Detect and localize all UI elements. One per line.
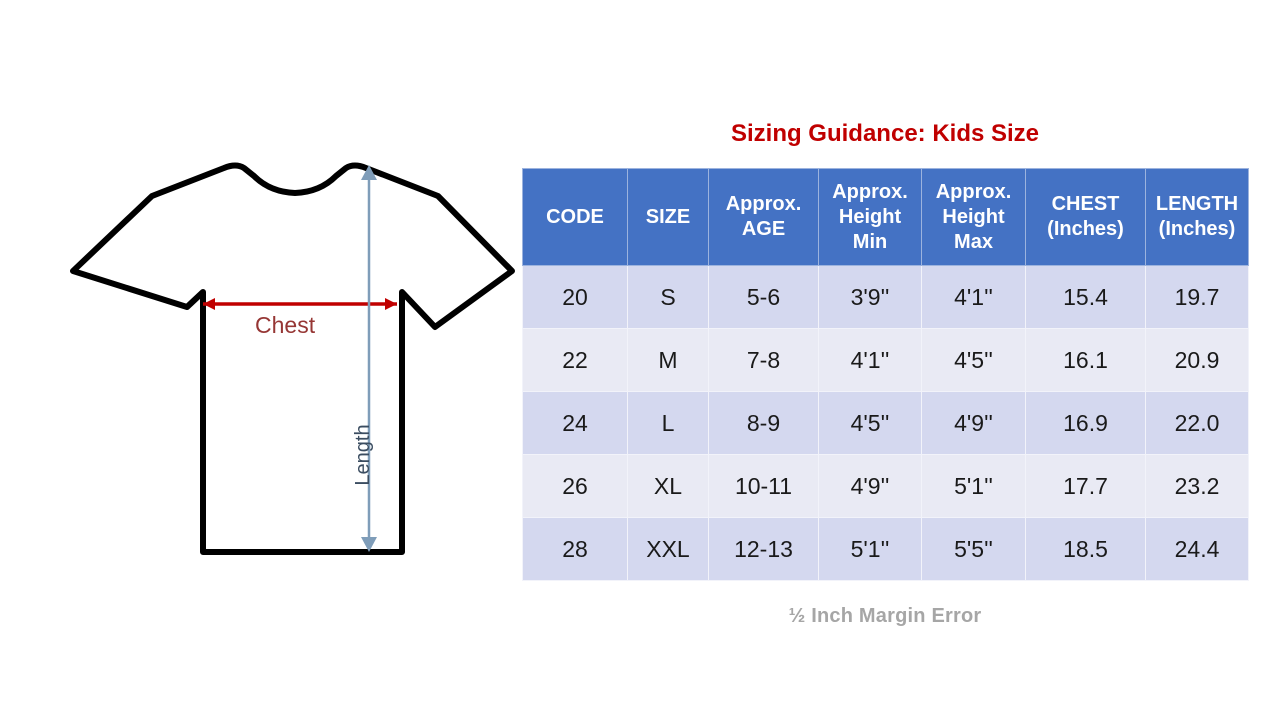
svg-text:Length: Length — [352, 424, 374, 485]
svg-text:Chest: Chest — [255, 312, 316, 338]
